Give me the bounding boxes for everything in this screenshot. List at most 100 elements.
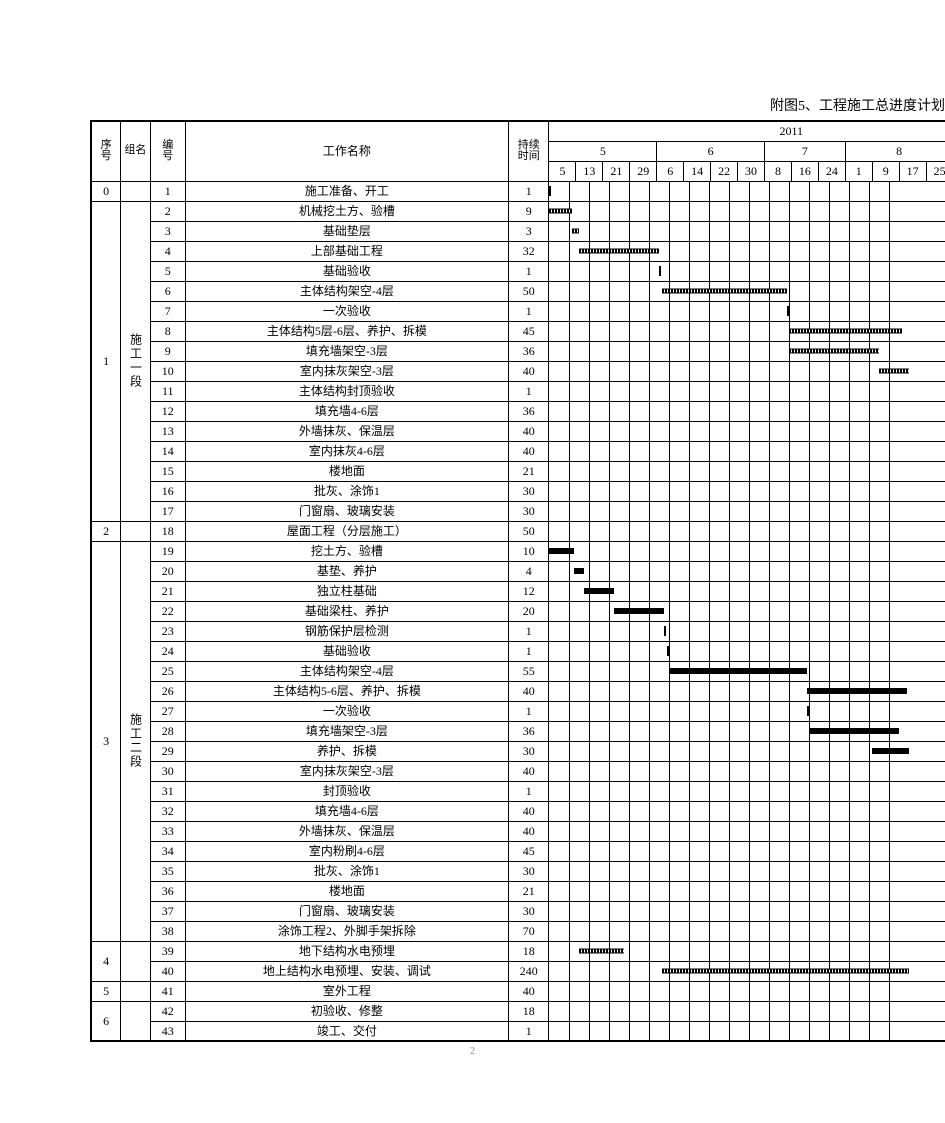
gantt-table: 序号组名编号工作名称持续时间20115678951321296142230816… xyxy=(90,120,945,1042)
day-header: 30 xyxy=(738,161,765,181)
table-row: 218屋面工程（分层施工）50 xyxy=(91,521,945,541)
duration-cell: 40 xyxy=(509,441,549,461)
task-name-cell: 一次验收 xyxy=(185,301,508,321)
id-cell: 37 xyxy=(150,901,185,921)
timeline-cell xyxy=(549,661,945,681)
day-header: 9 xyxy=(872,161,899,181)
timeline-cell xyxy=(549,541,945,561)
gantt-tick xyxy=(807,706,809,716)
day-header: 8 xyxy=(764,161,791,181)
gantt-bar xyxy=(549,548,574,554)
day-header: 16 xyxy=(791,161,818,181)
footer-page-number: 2 xyxy=(0,1046,945,1057)
timeline-cell xyxy=(549,401,945,421)
task-name-cell: 外墙抹灰、保温层 xyxy=(185,821,508,841)
duration-cell: 40 xyxy=(509,821,549,841)
seq-cell: 2 xyxy=(91,521,121,541)
gantt-bar xyxy=(789,329,902,334)
day-header: 5 xyxy=(549,161,576,181)
day-header: 24 xyxy=(818,161,845,181)
timeline-cell xyxy=(549,621,945,641)
month-header: 8 xyxy=(845,141,945,161)
task-name-cell: 外墙抹灰、保温层 xyxy=(185,421,508,441)
id-cell: 25 xyxy=(150,661,185,681)
id-cell: 36 xyxy=(150,881,185,901)
id-cell: 39 xyxy=(150,941,185,961)
timeline-cell xyxy=(549,381,945,401)
task-name-cell: 基础验收 xyxy=(185,641,508,661)
table-row: 6主体结构架空-4层50 xyxy=(91,281,945,301)
group-cell xyxy=(121,1001,151,1041)
table-row: 31封顶验收1 xyxy=(91,781,945,801)
timeline-cell xyxy=(549,901,945,921)
id-cell: 14 xyxy=(150,441,185,461)
table-row: 29养护、拆模30 xyxy=(91,741,945,761)
col-group-header: 组名 xyxy=(121,121,151,181)
table-row: 24基础验收1 xyxy=(91,641,945,661)
group-cell: 施工一段 xyxy=(121,201,151,521)
task-name-cell: 楼地面 xyxy=(185,461,508,481)
seq-cell: 3 xyxy=(91,541,121,941)
table-row: 23钢筋保护层检测1 xyxy=(91,621,945,641)
id-cell: 4 xyxy=(150,241,185,261)
tbody: 01施工准备、开工11施工一段2机械挖土方、验槽93基础垫层34上部基础工程32… xyxy=(91,181,945,1041)
task-name-cell: 封顶验收 xyxy=(185,781,508,801)
table-row: 7一次验收1 xyxy=(91,301,945,321)
task-name-cell: 初验收、修整 xyxy=(185,1001,508,1021)
task-name-cell: 批灰、涂饰1 xyxy=(185,481,508,501)
task-name-cell: 主体结构5-6层、养护、拆模 xyxy=(185,681,508,701)
id-cell: 10 xyxy=(150,361,185,381)
gantt-bar xyxy=(614,608,664,614)
id-cell: 11 xyxy=(150,381,185,401)
timeline-cell xyxy=(549,441,945,461)
id-cell: 33 xyxy=(150,821,185,841)
id-cell: 29 xyxy=(150,741,185,761)
duration-cell: 40 xyxy=(509,361,549,381)
timeline-cell xyxy=(549,341,945,361)
timeline-cell xyxy=(549,961,945,981)
timeline-cell xyxy=(549,881,945,901)
timeline-cell xyxy=(549,861,945,881)
timeline-cell xyxy=(549,521,945,541)
task-name-cell: 楼地面 xyxy=(185,881,508,901)
id-cell: 15 xyxy=(150,461,185,481)
timeline-cell xyxy=(549,501,945,521)
id-cell: 23 xyxy=(150,621,185,641)
duration-cell: 1 xyxy=(509,381,549,401)
timeline-cell xyxy=(549,981,945,1001)
table-row: 25主体结构架空-4层55 xyxy=(91,661,945,681)
duration-cell: 4 xyxy=(509,561,549,581)
task-name-cell: 一次验收 xyxy=(185,701,508,721)
table-row: 34室内粉刷4-6层45 xyxy=(91,841,945,861)
day-header: 21 xyxy=(603,161,630,181)
task-name-cell: 室内抹灰架空-3层 xyxy=(185,361,508,381)
task-name-cell: 地下结构水电预埋 xyxy=(185,941,508,961)
day-header: 1 xyxy=(845,161,872,181)
duration-cell: 45 xyxy=(509,321,549,341)
gantt-bar xyxy=(879,369,909,374)
duration-cell: 20 xyxy=(509,601,549,621)
duration-cell: 30 xyxy=(509,901,549,921)
timeline-cell xyxy=(549,681,945,701)
table-row: 16批灰、涂饰130 xyxy=(91,481,945,501)
task-name-cell: 室内抹灰4-6层 xyxy=(185,441,508,461)
table-row: 26主体结构5-6层、养护、拆模40 xyxy=(91,681,945,701)
task-name-cell: 门窗扇、玻璃安装 xyxy=(185,901,508,921)
duration-cell: 36 xyxy=(509,401,549,421)
duration-cell: 40 xyxy=(509,681,549,701)
table-row: 541室外工程40 xyxy=(91,981,945,1001)
duration-cell: 1 xyxy=(509,301,549,321)
table-row: 15楼地面21 xyxy=(91,461,945,481)
task-name-cell: 主体结构5层-6层、养护、拆模 xyxy=(185,321,508,341)
task-name-cell: 填充墙架空-3层 xyxy=(185,721,508,741)
table-row: 22基础梁柱、养护20 xyxy=(91,601,945,621)
duration-cell: 9 xyxy=(509,201,549,221)
gantt-tick xyxy=(549,186,551,196)
task-name-cell: 室内抹灰架空-3层 xyxy=(185,761,508,781)
table-row: 21独立柱基础12 xyxy=(91,581,945,601)
timeline-cell xyxy=(549,561,945,581)
page: 附图5、工程施工总进度计划 序号组名编号工作名称持续时间201156789513… xyxy=(0,0,945,1057)
id-cell: 24 xyxy=(150,641,185,661)
id-cell: 3 xyxy=(150,221,185,241)
id-cell: 18 xyxy=(150,521,185,541)
